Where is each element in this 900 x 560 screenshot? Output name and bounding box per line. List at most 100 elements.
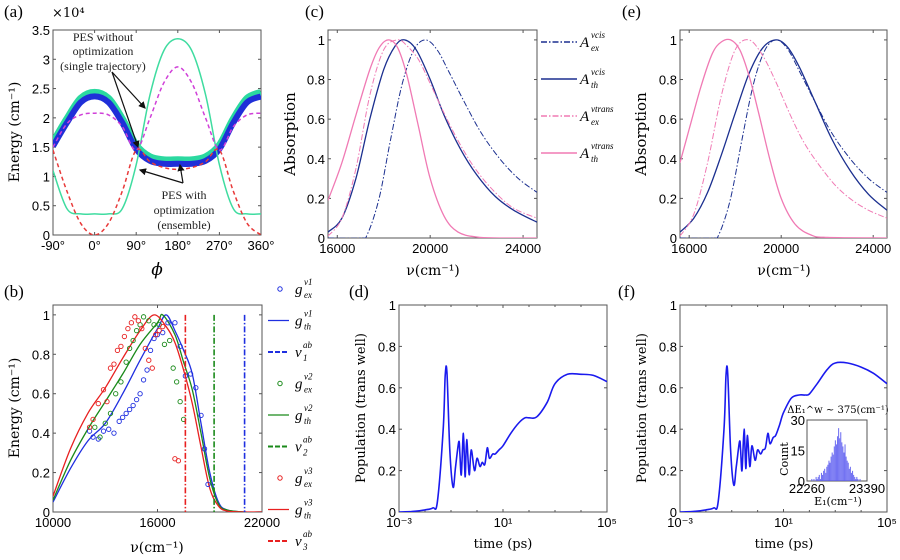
data-point [107, 410, 114, 417]
y-axis-label-e: Absorption [632, 92, 650, 177]
y-tick-label: 0 [318, 231, 325, 246]
x-tick-label: 20000 [412, 241, 448, 256]
y-tick-label: 0.6 [378, 381, 396, 396]
data-point [126, 406, 133, 413]
annotation-line: PES without [73, 30, 134, 44]
histogram-bar [826, 466, 828, 481]
legend-superscript: νtrans [591, 141, 614, 151]
legend-label: A [579, 72, 590, 88]
data-point [147, 347, 154, 353]
histogram-bar [843, 452, 845, 481]
data-point [100, 428, 107, 434]
legend-superscript: ab [303, 340, 313, 350]
data-point [111, 361, 117, 367]
histogram-bar [811, 478, 813, 481]
series-line-g-th-2 [53, 313, 262, 512]
x-tick-label: 10⁻³ [386, 515, 412, 530]
data-point [149, 365, 155, 371]
x-axis-label-a: ϕ [151, 260, 163, 280]
legend-superscript: ν2 [304, 403, 313, 413]
series-line-a-ex-trans [328, 39, 537, 237]
y-tick-label: 0 [43, 228, 50, 243]
x-axis-label-b: ν(cm⁻¹) [130, 540, 184, 556]
data-point [198, 412, 204, 419]
series-line-single-trajectory-ground-pes [53, 148, 261, 235]
legend-subscript: ex [304, 479, 312, 489]
y-tick-label: 0.8 [659, 339, 677, 354]
y-tick-label: 3 [43, 52, 50, 67]
legend-label: A [579, 109, 590, 125]
x-tick-label: 90° [126, 238, 146, 253]
legend-superscript: ab [303, 529, 313, 539]
legend-subscript: ex [304, 385, 312, 395]
y-tick-label: 1 [389, 298, 396, 313]
panel-label-d: (d) [349, 282, 369, 301]
legend-subscript: th [304, 416, 312, 426]
series-line-single-trajectory-upper-pes [53, 66, 261, 151]
x-tick-label: 360° [248, 238, 275, 253]
axes-a: -90° 0° 90° 180° 270° 360° 0 0.5 1 1.5 2 2.5 3 3.5 [32, 23, 275, 253]
annotation-line: optimization [154, 203, 215, 217]
histogram-bar [839, 438, 841, 481]
y-tick-label: 0 [670, 505, 677, 520]
legend-superscript: ν3 [304, 498, 313, 508]
inset-y-tick-label: 15 [791, 444, 805, 459]
data-point [140, 314, 147, 320]
y-tick-label: 1 [670, 33, 677, 48]
y-tick-label: 1 [43, 169, 50, 184]
histogram-bar [856, 476, 858, 481]
histogram-bar [824, 468, 826, 481]
inset-y-tick-label: 0 [798, 474, 805, 489]
axes-c: 16000 20000 24000 0 0.2 0.4 0.6 0.8 1 [307, 29, 541, 256]
x-tick-label: 16000 [671, 241, 707, 256]
annotation-line: (ensemble) [157, 218, 210, 232]
histogram-bar [844, 444, 846, 481]
histogram-bar [840, 432, 842, 481]
data-point [153, 331, 159, 338]
legend-superscript: νcis [591, 30, 605, 40]
data-point [156, 327, 162, 334]
data-point [95, 400, 101, 407]
data-point [86, 424, 93, 430]
panel-label-f: (f) [618, 282, 635, 301]
legend-marker [277, 286, 283, 292]
data-point [114, 347, 121, 353]
axes-box [327, 29, 538, 239]
x-tick-label: 24000 [855, 241, 891, 256]
panel-label-b: (b) [4, 282, 24, 301]
x-axis-label-d: time (ps) [474, 537, 533, 552]
series-line-a-th-cis [680, 39, 887, 233]
x-tick-label: 16000 [319, 241, 355, 256]
x-tick-label: 270° [206, 238, 233, 253]
data-point [135, 318, 141, 324]
annotation-line: PES with [161, 188, 206, 202]
y-tick-label: 0.2 [307, 191, 325, 206]
histogram-bar [822, 474, 824, 481]
x-axis-label-c: ν(cm⁻¹) [406, 263, 460, 279]
histogram-bar [841, 442, 843, 481]
annotation-arrows [111, 71, 185, 184]
legend-item: g ν2 th [268, 403, 313, 426]
legend-superscript: ν3 [304, 466, 313, 476]
series-line-g-th-3 [53, 314, 262, 512]
histogram-bar [825, 472, 827, 481]
data-point [130, 402, 136, 409]
x-tick-label: 10⁻³ [667, 515, 693, 530]
y-axis-label-d: Population (trans well) [354, 333, 369, 483]
y-axis-label-a: Energy (cm⁻¹) [7, 82, 23, 183]
data-point [118, 343, 124, 350]
data-point [100, 387, 107, 393]
data-point [128, 320, 135, 326]
data-point [160, 324, 166, 330]
series-line-population [680, 361, 887, 512]
y-tick-label: 0.6 [32, 387, 50, 402]
plots-layer: -90° 0° 90° 180° 270° 360°00.511.522.533.5100… [32, 23, 897, 552]
series-band-ensemble-blue [53, 93, 261, 168]
x-tick-label: 20000 [763, 241, 799, 256]
data-point [86, 428, 93, 434]
legend-subscript: ex [304, 290, 312, 300]
plot-area-f [680, 361, 887, 512]
annotation-arrow [138, 168, 184, 184]
